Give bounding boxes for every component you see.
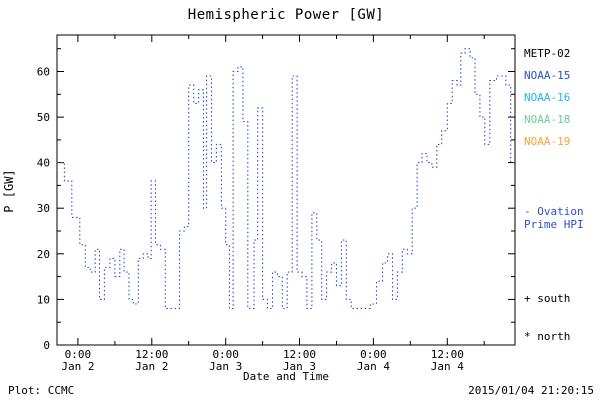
legend-note-line1: - Ovation [524,205,584,218]
x-tick-date-label: Jan 3 [283,360,316,373]
plot-credit: Plot: CCMC [8,384,75,397]
x-tick-time-label: 12:00 [283,348,316,361]
legend-south-marker: + south [524,292,571,305]
x-tick-time-label: 12:00 [135,348,168,361]
y-tick-label: 0 [43,339,50,352]
x-tick-time-label: 0:00 [360,348,387,361]
x-tick-time-label: 12:00 [431,348,464,361]
legend-item-noaa19: NOAA-19 [524,135,571,148]
chart-title: Hemispheric Power [GW] [187,7,385,23]
y-tick-label: 30 [37,202,50,215]
legend-north-marker: * north [524,330,571,343]
x-tick-time-label: 0:00 [212,348,239,361]
x-tick-date-label: Jan 2 [61,360,94,373]
y-axis-label: P [GW] [2,169,16,213]
legend-item-noaa16: NOAA-16 [524,91,571,104]
x-tick-date-label: Jan 2 [135,360,168,373]
legend-note-line2: Prime HPI [524,218,584,231]
legend-item-noaa15: NOAA-15 [524,69,571,82]
timestamp: 2015/01/04 21:20:15 [468,384,594,397]
x-tick-date-label: Jan 4 [357,360,390,373]
y-tick-label: 40 [37,157,50,170]
y-tick-label: 60 [37,66,50,79]
x-axis-label: Date and Time [242,370,330,383]
plot-frame [56,34,516,346]
y-tick-label: 20 [37,248,50,261]
legend-item-metp02: METP-02 [524,47,571,60]
legend-item-noaa18: NOAA-18 [524,113,571,126]
y-tick-label: 50 [37,111,50,124]
x-tick-date-label: Jan 3 [209,360,242,373]
data-series-path [57,48,515,310]
y-tick-label: 10 [37,293,50,306]
x-tick-time-label: 0:00 [65,348,92,361]
x-tick-date-label: Jan 4 [431,360,464,373]
